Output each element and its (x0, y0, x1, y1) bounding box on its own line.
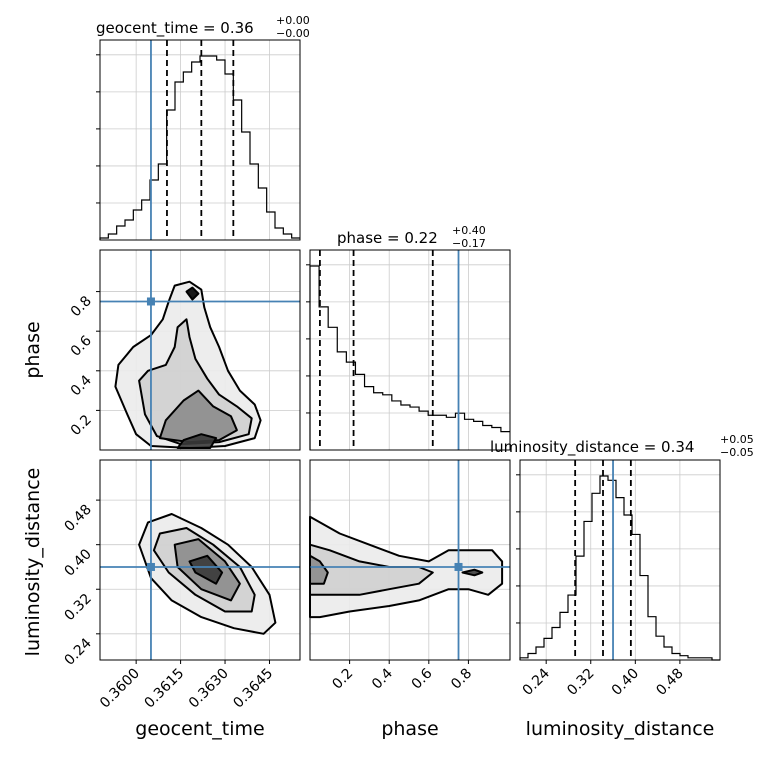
y-tick-label-phase: 0.8 (68, 293, 95, 320)
y-axis-label-luminosity-distance: luminosity_distance (22, 468, 44, 657)
luminosity-distance-title-upper: +0.05 (720, 433, 754, 446)
phase-title-lower: −0.17 (452, 237, 486, 250)
y-ticks-phase: 0.2 0.4 0.6 0.8 (68, 291, 100, 439)
y-axis-label-phase: phase (22, 321, 44, 378)
x-axis-label-phase: phase (381, 718, 438, 740)
contour-4 (185, 286, 200, 301)
x-tick-label-geocent_time: 0.3645 (230, 666, 276, 712)
geocent-time-title: geocent_time = 0.36 (96, 19, 254, 38)
density-geocent_time_vs_luminosity_distance (138, 513, 277, 635)
x-tick-label-phase: 0.6 (409, 665, 436, 692)
phase-title: phase = 0.22 (337, 229, 438, 247)
y-tick-label-luminosity_distance: 0.40 (61, 546, 94, 579)
x-tick-label-phase: 0.2 (329, 666, 356, 693)
panel-phase_vs_luminosity_distance (309, 459, 511, 661)
x-ticks-luminosity_distance: 0.24 0.32 0.40 0.48 (520, 660, 687, 699)
histogram-panel-phase (309, 249, 511, 451)
y-tick-label-luminosity_distance: 0.48 (61, 502, 94, 535)
contour-3 (188, 554, 224, 585)
contour-3 (176, 433, 218, 449)
histogram-geocent_time (99, 55, 300, 240)
x-tick-label-phase: 0.4 (369, 665, 396, 692)
panel-geocent_time_vs_luminosity_distance (99, 459, 301, 661)
contour-1 (309, 543, 434, 596)
phase-title-upper: +0.40 (452, 224, 486, 237)
panel-geocent_time_vs_phase (99, 249, 301, 451)
gridlines (516, 460, 720, 660)
x-tick-label-geocent_time: 0.3600 (97, 666, 143, 712)
luminosity-distance-title: luminosity_distance = 0.34 (490, 438, 694, 457)
contour-3 (461, 568, 484, 577)
y-ticks-luminosity_distance: 0.24 0.32 0.40 0.48 (61, 499, 100, 669)
x-tick-label-geocent_time: 0.3615 (141, 666, 187, 712)
histogram-panel-geocent_time (99, 39, 301, 241)
y-tick-label-luminosity_distance: 0.32 (61, 591, 94, 624)
x-axis-label-geocent-time: geocent_time (135, 718, 264, 740)
geocent-time-title-upper: +0.00 (276, 14, 310, 27)
y-tick-label-phase: 0.6 (68, 333, 95, 360)
y-tick-label-luminosity_distance: 0.24 (61, 635, 94, 668)
x-tick-label-luminosity_distance: 0.24 (520, 665, 553, 698)
gridlines (306, 250, 510, 450)
truth-marker (146, 297, 155, 306)
x-tick-label-phase: 0.8 (448, 666, 475, 693)
gridlines (96, 40, 300, 240)
y-tick-label-phase: 0.2 (68, 412, 95, 439)
luminosity-distance-title-lower: −0.05 (720, 446, 754, 459)
x-ticks-phase: 0.2 0.4 0.6 0.8 (329, 660, 475, 693)
y-tick-label-phase: 0.4 (68, 372, 95, 399)
truth-marker (454, 562, 463, 571)
x-tick-label-geocent_time: 0.3630 (186, 666, 232, 712)
histogram-panel-luminosity_distance (519, 459, 721, 661)
geocent-time-title-lower: −0.00 (276, 27, 310, 40)
x-axis-label-luminosity-distance: luminosity_distance (526, 718, 715, 740)
x-tick-label-luminosity_distance: 0.40 (609, 666, 642, 699)
histogram-luminosity_distance (519, 475, 720, 661)
x-tick-label-luminosity_distance: 0.48 (653, 666, 686, 699)
histogram-phase (309, 265, 510, 450)
truth-marker (146, 562, 155, 571)
x-tick-label-luminosity_distance: 0.32 (564, 666, 597, 699)
density-geocent_time_vs_phase (114, 280, 262, 449)
